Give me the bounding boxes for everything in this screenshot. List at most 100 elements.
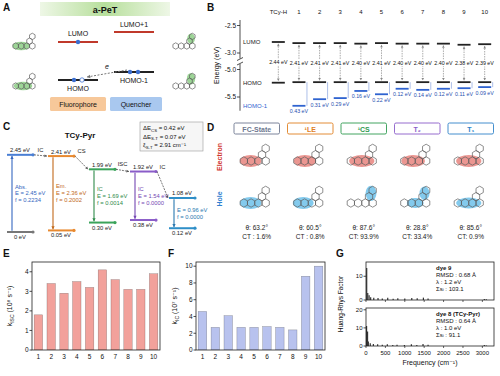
figure: Aa-PeTLUMOLUMO+1HOMOHOMO-1eFluorophoreQu… <box>0 0 500 376</box>
stem <box>367 293 368 300</box>
x-tick-label: 7 <box>113 353 117 360</box>
x-tick <box>424 346 425 348</box>
x-tick-label: 2 <box>214 353 218 360</box>
bar <box>98 270 106 350</box>
ring <box>190 73 196 79</box>
energy-level <box>292 42 305 44</box>
x-tick-label: 2 <box>49 353 53 360</box>
ring <box>13 83 19 89</box>
y-tick <box>237 25 240 26</box>
x-tick-label: 1 <box>201 353 205 360</box>
ring <box>173 83 179 89</box>
x-tick-label: 8 <box>442 9 446 15</box>
energy-level <box>416 89 429 91</box>
ct-label: CT: 33.4% <box>402 233 432 240</box>
state-name: FC-State <box>242 126 271 133</box>
x-tick-label: 9 <box>139 353 143 360</box>
ring <box>347 199 354 207</box>
y-tick <box>30 271 33 272</box>
annotation: λ : 1.2 eV <box>436 279 461 285</box>
energy-level <box>396 88 409 90</box>
electron <box>72 78 76 82</box>
ring <box>454 157 461 165</box>
energy-level <box>354 81 367 83</box>
ring <box>18 83 24 89</box>
arrow-head <box>87 75 90 78</box>
transition-label: Em. <box>56 183 67 189</box>
y-tick-label: 0 <box>359 297 363 303</box>
stem <box>367 332 368 346</box>
x-tick-label: 8 <box>126 353 130 360</box>
energy-level <box>313 81 326 83</box>
state-dot <box>193 227 196 230</box>
ring <box>262 186 269 194</box>
x-tick <box>366 346 367 348</box>
level-label: 0.12 eV <box>172 230 192 236</box>
orbital-label: LUMO <box>68 30 89 37</box>
series-name: dye 8 (TCy-Pyr) <box>436 311 480 317</box>
level-label: 0.05 eV <box>51 232 71 238</box>
orbital-lobe <box>294 155 317 167</box>
bar <box>124 289 132 350</box>
stems <box>367 326 487 346</box>
orbital-lobe <box>407 198 424 208</box>
transition-label: E = 1.54 eV <box>138 193 169 199</box>
x-tick-label: 4 <box>359 9 363 15</box>
arrow-head <box>442 78 445 80</box>
orbital-lobe <box>456 155 481 167</box>
split-label: 0.16 eV <box>352 93 371 99</box>
molecule <box>293 186 323 209</box>
bars <box>198 266 323 350</box>
molecule <box>401 144 430 167</box>
state-head <box>341 123 387 134</box>
split-bracket <box>306 82 307 106</box>
y-tick <box>364 327 367 328</box>
y-axis-title: Huang-Rhys Factor <box>337 275 345 332</box>
state-level <box>89 222 115 224</box>
ring <box>476 186 483 194</box>
arrow-head <box>92 218 95 221</box>
bar <box>73 282 81 350</box>
state-head <box>395 123 441 134</box>
text-part: = 0.07 eV <box>158 134 186 140</box>
transition-label: IC <box>138 186 144 192</box>
energy-level <box>478 81 491 83</box>
ring <box>316 144 323 152</box>
arrow-head <box>339 78 342 80</box>
theta-label: θ: 63.2° <box>246 224 269 231</box>
group-box <box>110 97 162 111</box>
x-tick-label: 10 <box>481 9 488 15</box>
label-patch <box>310 59 330 66</box>
orbital-level <box>58 79 98 81</box>
molecule <box>454 144 483 167</box>
state-level <box>130 219 156 221</box>
split-label: 0.09 eV <box>476 90 495 96</box>
ring <box>18 43 24 49</box>
split-bracket <box>472 82 473 88</box>
energy-level <box>313 42 326 44</box>
electron <box>76 40 80 44</box>
label-patch <box>393 60 413 67</box>
ring <box>247 199 254 207</box>
x-tick <box>385 346 386 348</box>
energy-level <box>416 81 429 83</box>
energy-level <box>416 43 429 45</box>
energy-level <box>354 43 367 45</box>
bar <box>211 327 220 350</box>
y-tick-label: 2 <box>25 307 29 314</box>
split-label: 0.14 eV <box>414 92 433 98</box>
x-tick-label: 3 <box>226 353 230 360</box>
transition-label: f = 0.0014 <box>97 200 124 206</box>
x-tick-label: 4 <box>239 353 243 360</box>
hole <box>80 78 84 82</box>
header-bar <box>40 2 170 16</box>
level-label: 1.99 eV <box>92 162 112 168</box>
bar <box>149 274 157 350</box>
group-label: Quencher <box>121 101 152 109</box>
x-tick-label: 10 <box>150 353 158 360</box>
x-tick <box>482 346 483 348</box>
gap-label: 2.38 eV <box>455 60 474 66</box>
label-patch <box>351 60 371 67</box>
y-tick <box>30 291 33 292</box>
split-label: 0.43 eV <box>290 108 309 114</box>
